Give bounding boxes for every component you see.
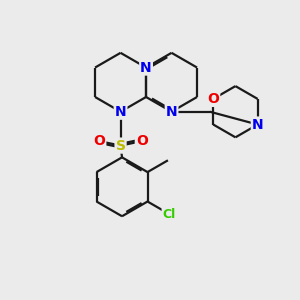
Text: N: N (140, 61, 152, 75)
Text: O: O (207, 92, 219, 106)
Text: O: O (93, 134, 105, 148)
Text: S: S (116, 139, 126, 153)
Text: Cl: Cl (163, 208, 176, 220)
Text: N: N (252, 118, 263, 131)
Text: N: N (166, 105, 177, 119)
Text: N: N (115, 105, 126, 119)
Text: O: O (136, 134, 148, 148)
